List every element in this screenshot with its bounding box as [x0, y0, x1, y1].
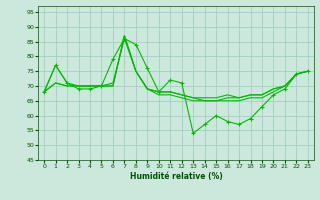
X-axis label: Humidité relative (%): Humidité relative (%)	[130, 172, 222, 181]
